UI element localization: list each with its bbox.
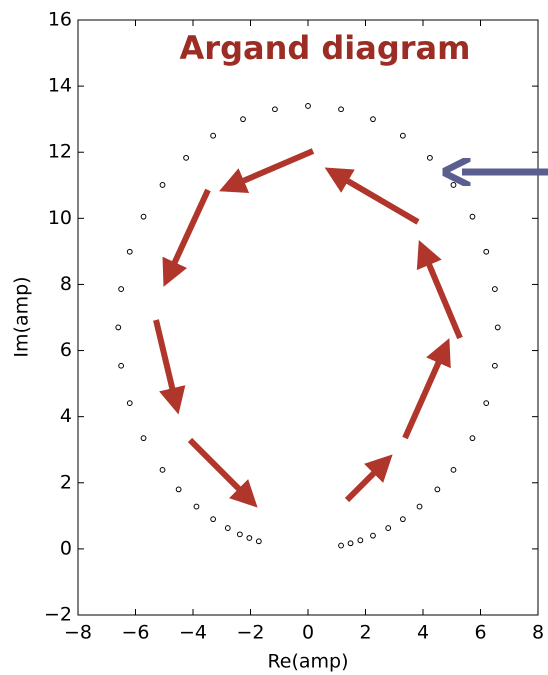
point	[240, 116, 246, 123]
point	[175, 486, 182, 493]
point	[224, 525, 231, 531]
point	[255, 538, 262, 545]
point	[272, 106, 278, 113]
x-tick-label: −4	[179, 622, 207, 644]
point	[370, 116, 376, 123]
point	[338, 106, 344, 113]
point	[347, 540, 354, 547]
x-axis-label: Re(amp)	[267, 651, 348, 673]
point	[385, 525, 392, 531]
point	[491, 286, 498, 292]
point	[159, 466, 166, 473]
point	[338, 542, 344, 549]
x-tick-label: 6	[474, 622, 486, 644]
y-tick-label: 0	[60, 537, 72, 559]
arrow	[344, 454, 393, 503]
point	[305, 103, 311, 109]
point	[115, 324, 122, 331]
point	[427, 154, 433, 161]
point	[140, 435, 147, 442]
y-tick-label: 2	[60, 471, 72, 493]
point	[118, 286, 125, 292]
x-tick-label: −2	[236, 622, 264, 644]
x-tick-label: 2	[359, 622, 371, 644]
y-tick-label: 4	[60, 405, 72, 427]
point	[399, 132, 406, 139]
point	[469, 435, 476, 442]
arrow	[153, 319, 186, 415]
point	[491, 362, 498, 369]
point	[126, 248, 133, 255]
point	[193, 503, 200, 510]
x-tick-label: −8	[64, 622, 92, 644]
point	[450, 182, 457, 188]
y-tick-label: 8	[60, 273, 72, 295]
y-tick-label: 14	[48, 75, 72, 97]
point	[469, 213, 476, 220]
point	[416, 503, 423, 510]
y-axis-label: Im(amp)	[11, 276, 33, 357]
point	[450, 466, 457, 473]
point	[118, 362, 125, 369]
arrow	[402, 338, 451, 440]
y-tick-label: 10	[48, 207, 72, 229]
point	[140, 213, 147, 220]
x-tick-label: 4	[417, 622, 429, 644]
y-tick-label: −2	[44, 604, 72, 626]
point	[370, 532, 376, 539]
y-tick-label: 16	[48, 9, 72, 31]
arrow	[416, 240, 463, 340]
point	[399, 516, 406, 523]
x-tick-label: −6	[121, 622, 149, 644]
arrow	[324, 167, 420, 225]
point	[483, 400, 490, 407]
x-tick-label: 0	[302, 622, 314, 644]
point	[159, 182, 166, 188]
point	[126, 400, 133, 407]
y-tick-label: 6	[60, 339, 72, 361]
point	[434, 486, 441, 493]
plot-frame	[77, 19, 539, 616]
arrow	[187, 437, 258, 508]
point	[210, 132, 217, 139]
arrow	[219, 148, 315, 194]
point	[236, 531, 243, 538]
point	[357, 537, 364, 544]
point	[494, 324, 501, 331]
point	[183, 154, 190, 161]
y-tick-label: 12	[48, 141, 72, 163]
arrow	[162, 188, 211, 287]
point	[246, 535, 253, 541]
point	[483, 248, 490, 255]
point	[210, 516, 217, 523]
annotation-arrows	[153, 148, 548, 508]
chart-title: Argand diagram	[180, 29, 471, 67]
x-tick-label: 8	[532, 622, 544, 644]
